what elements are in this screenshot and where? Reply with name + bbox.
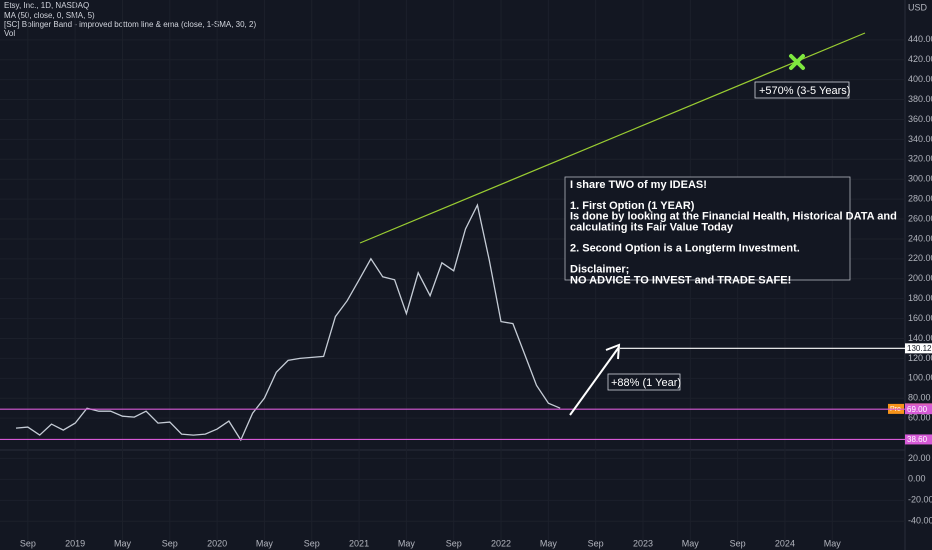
y-tick-label: 20.00	[908, 453, 931, 463]
x-tick-label: 2021	[349, 538, 369, 548]
y-tick-label: -40.00	[908, 516, 932, 526]
price-label-box	[905, 434, 932, 445]
y-tick-label: 240.00	[908, 233, 932, 243]
y-tick-label: 0.00	[908, 474, 926, 484]
note-line: Is done by looking at the Financial Heal…	[570, 211, 897, 223]
y-tick-label: 100.00	[908, 373, 932, 383]
y-tick-label: 360.00	[908, 114, 932, 124]
note-line: Disclaimer;	[570, 264, 629, 276]
x-tick-label: Sep	[20, 538, 36, 548]
x-tick-label: Sep	[446, 538, 462, 548]
target-marker	[789, 54, 805, 70]
y-tick-label: 140.00	[908, 333, 932, 343]
price-line	[15, 203, 561, 442]
note-line: NO ADVICE TO INVEST and TRADE SAFE!	[570, 274, 791, 286]
y-tick-label: 160.00	[908, 313, 932, 323]
x-tick-label: May	[682, 538, 700, 548]
indicator: MA (50, close, 0, SMA, 5)	[4, 11, 95, 20]
y-tick-label: 200.00	[908, 273, 932, 283]
arrow	[569, 343, 621, 416]
x-tick-label: May	[540, 538, 558, 548]
y-tick-label: 120.00	[908, 353, 932, 363]
y-tick-label: 80.00	[908, 393, 931, 403]
x-tick-label: May	[824, 538, 842, 548]
note-box	[564, 176, 851, 281]
price-label: 130.12	[907, 344, 932, 353]
trend-line	[359, 32, 866, 244]
x-tick-label: Sep	[162, 538, 178, 548]
y-tick-label: 380.00	[908, 94, 932, 104]
annotation-box	[607, 373, 681, 391]
y-tick-label: 300.00	[908, 174, 932, 184]
indicator: Vol	[4, 29, 15, 38]
note: I share TWO of my IDEAS! 1. First Option …	[570, 179, 897, 286]
y-tick-label: 280.00	[908, 193, 932, 203]
note-line: 1. First Option (1 YEAR)	[570, 200, 695, 212]
x-tick-label: Sep	[304, 538, 320, 548]
price-label-box	[905, 343, 932, 354]
x-tick-label: 2024	[775, 538, 795, 548]
x-tick-label: May	[256, 538, 274, 548]
indicator: [SC] Bolinger Band - improved bottom lin…	[4, 20, 256, 29]
symbol: Etsy, Inc., 1D, NASDAQ	[4, 1, 89, 10]
x-tick-label: 2020	[207, 538, 227, 548]
note-line: calculating its Fair Value Today	[570, 221, 734, 233]
y-tick-label: 180.00	[908, 293, 932, 303]
y-tick-label: 220.00	[908, 253, 932, 263]
y-tick-label: 440.00	[908, 34, 932, 44]
y-tick-label: 340.00	[908, 134, 932, 144]
x-tick-label: May	[398, 538, 416, 548]
price-label-box	[905, 404, 932, 415]
annotation-box	[754, 81, 850, 99]
annotation: +570% (3-5 Years)	[759, 85, 850, 97]
price-label: 38.60	[907, 435, 928, 444]
y-tick-label: 60.00	[908, 413, 931, 423]
x-tick-label: Sep	[588, 538, 604, 548]
y-tick-label: 320.00	[908, 154, 932, 164]
x-tick-label: May	[114, 538, 132, 548]
y-tick-label: -20.00	[908, 495, 932, 505]
y-tick-label: 260.00	[908, 213, 932, 223]
x-tick-label: 2022	[491, 538, 511, 548]
annotation: +88% (1 Year)	[611, 377, 681, 389]
y-tick-label: 420.00	[908, 54, 932, 64]
y-tick-label: 400.00	[908, 74, 932, 84]
price-label: 69.00	[907, 405, 928, 414]
note-line: I share TWO of my IDEAS!	[570, 179, 707, 191]
currency: USD	[908, 2, 928, 12]
x-tick-label: Sep	[730, 538, 746, 548]
x-tick-label: 2023	[633, 538, 653, 548]
x-tick-label: 2019	[65, 538, 85, 548]
note-line: 2. Second Option is a Longterm Investmen…	[570, 243, 800, 255]
